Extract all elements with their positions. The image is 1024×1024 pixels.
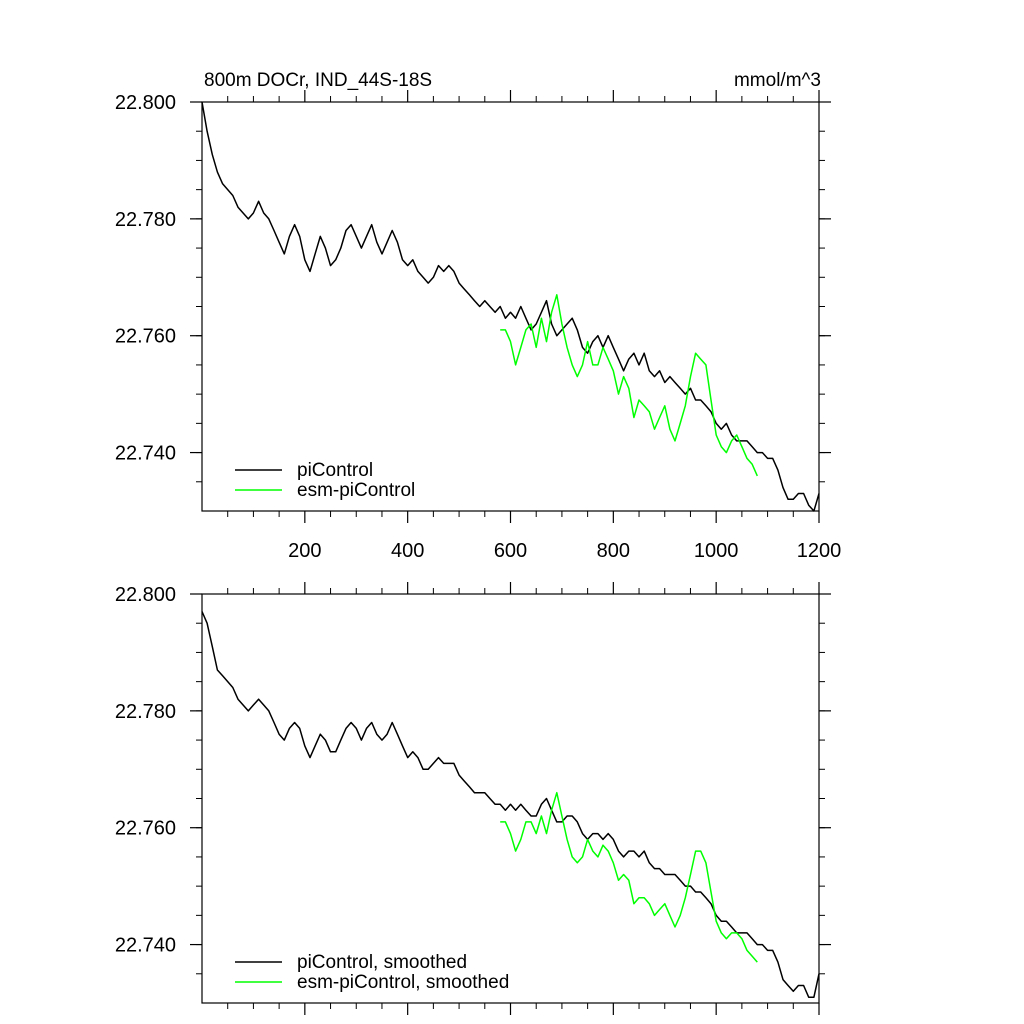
top-chart-units: mmol/m^3 [734, 70, 821, 91]
bottom-legend: piControl, smoothed esm-piControl, smoot… [235, 952, 509, 993]
top-legend-label-esm-picontrol: esm-piControl [297, 480, 415, 501]
top-legend-label-picontrol: piControl [297, 460, 373, 481]
top-y-tick-label: 22.760 [115, 326, 176, 348]
top-x-tick-label: 200 [288, 540, 321, 562]
top-y-tick-label: 22.740 [115, 443, 176, 465]
bottom-axis-ticks: 22.800 22.780 22.760 22.740 [115, 582, 831, 1015]
top-x-tick-label: 800 [597, 540, 630, 562]
top-chart-panel: 800m DOCr, IND_44S-18S mmol/m^3 200 400 60… [115, 70, 841, 562]
top-x-tick-label: 600 [494, 540, 527, 562]
top-chart-title: 800m DOCr, IND_44S-18S [204, 70, 432, 91]
bottom-legend-label-picontrol: piControl, smoothed [297, 952, 467, 973]
bottom-y-tick-label: 22.740 [115, 935, 176, 957]
top-legend: piControl esm-piControl [235, 460, 415, 501]
top-x-tick-label: 400 [391, 540, 424, 562]
bottom-series-line-picontrol [201, 611, 820, 998]
top-x-tick-label: 1200 [797, 540, 842, 562]
bottom-y-tick-label: 22.780 [115, 701, 176, 723]
top-x-tick-label: 1000 [694, 540, 739, 562]
bottom-y-tick-label: 22.760 [115, 818, 176, 840]
top-series-layer [201, 101, 820, 512]
top-series-line-picontrol [201, 101, 820, 512]
bottom-series-layer [201, 611, 820, 998]
bottom-chart-panel: 22.800 22.780 22.760 22.740 piControl, smoo… [115, 582, 831, 1015]
bottom-plot-frame [201, 593, 820, 1004]
bottom-legend-label-esm-picontrol: esm-piControl, smoothed [297, 972, 509, 993]
bottom-y-tick-label: 22.800 [115, 584, 176, 606]
top-axis-ticks: 200 400 600 800 1000 1200 22.800 22.780 22.760 22… [115, 90, 841, 562]
top-plot-frame [201, 101, 820, 512]
top-series-line-esm-picontrol [500, 294, 758, 477]
bottom-series-line-esm-picontrol [500, 791, 758, 963]
top-y-tick-label: 22.780 [115, 209, 176, 231]
top-y-tick-label: 22.800 [115, 92, 176, 114]
